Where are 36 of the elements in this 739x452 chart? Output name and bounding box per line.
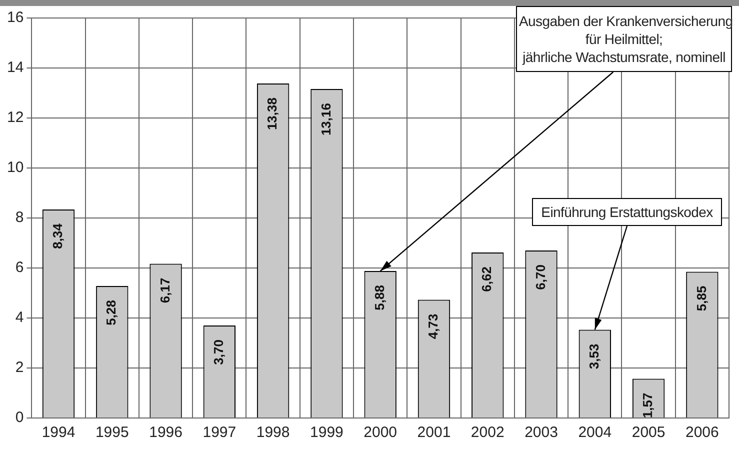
y-tick-label: 12 [6, 109, 24, 126]
x-tick-label: 1994 [42, 424, 76, 442]
x-tick-label: 1995 [95, 424, 129, 442]
data-label: 5,28 [104, 300, 119, 326]
data-label: 1,57 [640, 392, 656, 418]
y-tick-label: 2 [15, 359, 24, 376]
x-tick-label: 1998 [256, 424, 290, 442]
x-tick-label: 2001 [417, 424, 451, 442]
y-tick-label: 6 [15, 259, 24, 276]
data-label: 5,85 [694, 286, 709, 312]
data-label: 13,38 [264, 98, 280, 130]
data-label: 3,70 [211, 340, 226, 365]
y-tick-label: 16 [6, 9, 24, 26]
y-tick-label: 4 [15, 309, 24, 326]
x-tick-label: 1999 [310, 424, 344, 442]
x-tick-label: 1997 [202, 424, 236, 442]
x-tick-label: 2002 [470, 424, 504, 442]
x-tick-label: 2006 [685, 424, 719, 442]
x-tick-label: 1996 [149, 424, 182, 442]
data-label: 13,16 [318, 103, 334, 136]
x-tick-label: 2004 [578, 424, 612, 442]
data-label: 6,17 [157, 278, 172, 304]
data-label: 5,88 [372, 285, 387, 310]
data-label: 6,62 [479, 266, 494, 292]
data-label: 3,53 [586, 344, 602, 370]
y-tick-label: 8 [15, 209, 24, 226]
x-tick-label: 2003 [524, 424, 558, 442]
data-label: 4,73 [426, 314, 441, 340]
data-label: 8,34 [50, 222, 66, 249]
x-tick-label: 2000 [364, 424, 398, 442]
y-tick-label: 14 [6, 59, 24, 76]
data-label: 6,70 [532, 264, 548, 290]
y-tick-label: 10 [6, 159, 24, 176]
x-tick-label: 2005 [632, 424, 666, 442]
y-tick-label: 0 [15, 409, 24, 426]
callout-box: Einführung Erstattungskodex [532, 198, 722, 226]
